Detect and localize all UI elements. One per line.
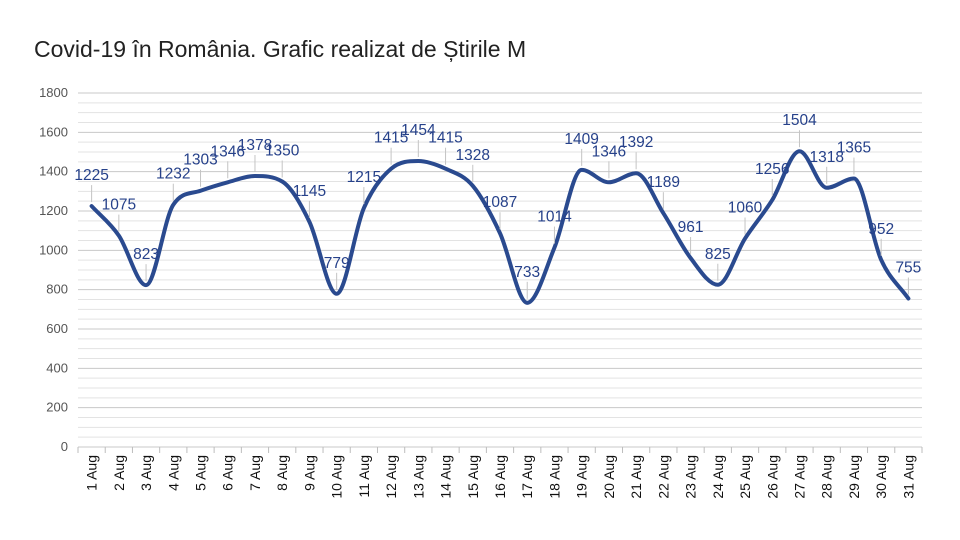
x-tick-label: 29 Aug (846, 455, 862, 499)
data-label: 1303 (183, 152, 217, 169)
x-tick-label: 2 Aug (111, 455, 127, 491)
y-tick-label: 1200 (39, 203, 68, 218)
data-label: 1378 (238, 137, 272, 154)
data-label: 1346 (210, 143, 244, 160)
x-tick-label: 18 Aug (546, 455, 562, 499)
data-label: 1328 (456, 147, 490, 164)
x-tick-label: 26 Aug (764, 455, 780, 499)
data-label: 755 (895, 260, 921, 277)
data-label: 952 (868, 221, 894, 238)
y-tick-label: 800 (46, 282, 68, 297)
x-tick-label: 1 Aug (84, 455, 100, 491)
data-label: 1318 (809, 149, 843, 166)
x-tick-label: 20 Aug (601, 455, 617, 499)
data-label: 1415 (374, 130, 408, 147)
series-line (89, 149, 911, 305)
y-axis-ticks: 0 200 400 600 800 1000 1200 1400 1600 1800 (39, 85, 68, 454)
y-tick-label: 1800 (39, 85, 68, 100)
x-axis-ticks: 1 Aug 2 Aug 3 Aug 4 Aug 5 Aug 6 Aug 7 Aug 8 Aug… (77, 447, 923, 499)
x-tick-label: 28 Aug (819, 455, 835, 499)
data-label: 733 (514, 264, 540, 281)
y-tick-label: 1400 (39, 164, 68, 179)
data-label: 1365 (837, 140, 871, 157)
x-tick-label: 5 Aug (193, 455, 209, 491)
data-label: 1392 (619, 134, 653, 151)
x-tick-label: 14 Aug (438, 455, 454, 499)
x-tick-label: 11 Aug (356, 455, 372, 498)
x-tick-label: 7 Aug (247, 455, 263, 491)
data-label: 1075 (102, 197, 136, 214)
data-label: 1087 (483, 194, 517, 211)
x-tick-label: 30 Aug (873, 455, 889, 499)
data-label: 1346 (592, 143, 626, 160)
x-tick-label: 15 Aug (465, 455, 481, 499)
y-tick-label: 200 (46, 400, 68, 415)
x-tick-label: 13 Aug (410, 455, 426, 499)
data-label: 1504 (782, 112, 817, 129)
x-tick-label: 31 Aug (900, 455, 916, 499)
data-label: 1350 (265, 143, 300, 160)
gridlines (78, 92, 922, 448)
x-tick-label: 17 Aug (519, 455, 535, 499)
data-label: 1014 (537, 209, 572, 226)
y-tick-label: 1600 (39, 124, 68, 139)
x-tick-label: 23 Aug (683, 455, 699, 499)
x-tick-label: 9 Aug (301, 455, 317, 491)
data-label: 1454 (401, 122, 436, 139)
y-tick-label: 0 (61, 439, 68, 454)
x-tick-label: 6 Aug (220, 455, 236, 491)
x-tick-label: 4 Aug (165, 455, 181, 491)
data-label: 1415 (428, 130, 462, 147)
data-label: 1409 (564, 131, 598, 148)
data-label: 1189 (647, 174, 680, 191)
y-tick-label: 1000 (39, 242, 68, 257)
x-tick-label: 22 Aug (655, 455, 671, 499)
data-labels: 1225107582312321303134613781350114577912… (74, 112, 921, 299)
x-tick-label: 19 Aug (574, 455, 590, 499)
x-tick-label: 25 Aug (737, 455, 753, 499)
x-tick-label: 16 Aug (492, 455, 508, 499)
x-tick-label: 3 Aug (138, 455, 154, 491)
data-label: 1225 (74, 167, 108, 184)
data-label: 779 (324, 255, 350, 272)
x-tick-label: 12 Aug (383, 455, 399, 499)
y-tick-label: 400 (46, 360, 68, 375)
x-tick-label: 8 Aug (274, 455, 290, 491)
data-label: 823 (133, 246, 159, 263)
y-tick-label: 600 (46, 321, 68, 336)
data-label: 1145 (293, 183, 326, 200)
data-label: 961 (678, 219, 704, 236)
x-tick-label: 27 Aug (791, 455, 807, 499)
data-label: 1232 (156, 166, 190, 183)
data-label: 1060 (728, 200, 763, 217)
series-line-group (89, 149, 911, 305)
x-tick-label: 21 Aug (628, 455, 644, 499)
x-tick-label: 24 Aug (710, 455, 726, 499)
data-label: 1256 (755, 161, 789, 178)
data-label: 1215 (347, 169, 381, 186)
data-label: 825 (705, 246, 731, 263)
chart-title: Covid-19 în România. Grafic realizat de … (34, 36, 527, 62)
x-tick-label: 10 Aug (329, 455, 345, 499)
